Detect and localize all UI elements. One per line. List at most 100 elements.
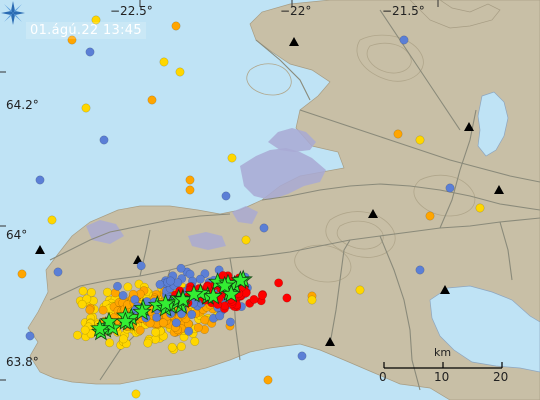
quake-dot[interactable] [171, 21, 181, 31]
lat-label-64: 64° [6, 228, 28, 242]
quake-star-icon[interactable] [184, 284, 204, 303]
contour-lines [246, 34, 476, 283]
quake-dot[interactable] [113, 281, 122, 291]
basemap [27, 0, 540, 400]
quake-dot[interactable] [118, 291, 128, 300]
quake-dot[interactable] [123, 282, 133, 292]
quake-dot[interactable] [135, 325, 145, 335]
quake-dot[interactable] [155, 280, 165, 289]
quake-dot[interactable] [475, 203, 485, 213]
quake-dot[interactable] [297, 351, 307, 361]
quake-dot[interactable] [77, 299, 87, 309]
quake-dot[interactable] [81, 103, 91, 113]
quake-dot[interactable] [78, 286, 88, 296]
quake-dot[interactable] [184, 326, 194, 336]
quake-dot[interactable] [249, 294, 259, 304]
vedur-logo-icon[interactable] [0, 0, 26, 26]
quake-dot[interactable] [257, 290, 267, 300]
quake-dot[interactable] [86, 288, 96, 297]
quake-dot[interactable] [118, 334, 128, 344]
quake-dot[interactable] [105, 338, 115, 348]
quake-dot[interactable] [91, 15, 101, 25]
quake-dot[interactable] [152, 312, 162, 322]
quake-dot[interactable] [171, 318, 181, 328]
quake-star-icon[interactable] [215, 275, 235, 295]
quake-dot[interactable] [282, 293, 292, 303]
scale-tick-0: 0 [379, 370, 387, 384]
quake-dot[interactable] [99, 135, 109, 145]
quake-dot[interactable] [47, 215, 57, 225]
quake-dot[interactable] [415, 265, 425, 275]
lava-field-5 [232, 206, 258, 224]
quake-dot[interactable] [227, 153, 237, 163]
quake-star-icon[interactable] [230, 270, 251, 289]
map-timestamp: 01.ágú.22 13:45 [26, 22, 146, 39]
quake-dot[interactable] [399, 35, 409, 45]
quake-dot[interactable] [151, 327, 161, 337]
quake-dot[interactable] [200, 315, 210, 325]
scale-tick-20: 20 [493, 370, 509, 384]
quake-dot[interactable] [80, 325, 90, 335]
quake-dot[interactable] [195, 274, 205, 284]
quake-dot[interactable] [67, 35, 77, 45]
scale-tick-10: 10 [434, 370, 450, 384]
lon-label-215: −21.5° [382, 4, 425, 18]
volcano-triangle-icon [368, 209, 378, 218]
quake-dot[interactable] [143, 338, 153, 348]
quake-dot[interactable] [102, 287, 112, 297]
quake-dot[interactable] [393, 129, 403, 139]
quake-dot[interactable] [175, 67, 185, 77]
quake-dot[interactable] [176, 342, 186, 352]
quake-dot[interactable] [263, 375, 273, 385]
quake-dot[interactable] [35, 175, 45, 185]
quake-dot[interactable] [185, 185, 195, 195]
quake-dot[interactable] [259, 223, 269, 233]
quake-dot[interactable] [25, 331, 35, 341]
quake-dot[interactable] [98, 305, 108, 315]
quake-dot[interactable] [167, 342, 177, 352]
quake-dot[interactable] [53, 267, 63, 277]
quake-dot[interactable] [159, 57, 169, 67]
quake-dot[interactable] [176, 263, 186, 273]
quake-star-icon[interactable] [203, 286, 223, 305]
quake-dot[interactable] [190, 337, 200, 346]
quake-dot[interactable] [307, 295, 317, 305]
quake-dot[interactable] [85, 305, 95, 315]
quake-dot[interactable] [241, 235, 251, 245]
quake-dot[interactable] [185, 175, 195, 185]
quake-dot[interactable] [221, 191, 231, 201]
quake-dot[interactable] [147, 95, 157, 105]
lava-field-1 [240, 148, 326, 200]
lake-thingvallavatn [477, 91, 509, 157]
quake-dot[interactable] [193, 323, 203, 333]
quake-star-icon[interactable] [221, 284, 241, 303]
quake-dot[interactable] [17, 269, 27, 279]
volcano-triangle-icon [35, 245, 45, 254]
quake-star-icon[interactable] [99, 311, 119, 330]
quake-dot[interactable] [225, 317, 235, 327]
quake-star-icon[interactable] [90, 318, 110, 337]
quake-star-icon[interactable] [115, 311, 135, 330]
quake-dot[interactable] [85, 47, 95, 57]
quake-dot[interactable] [136, 261, 146, 271]
volcano-triangle-icon [464, 122, 474, 131]
quake-dot[interactable] [73, 330, 82, 340]
quake-dot[interactable] [355, 285, 365, 295]
quake-dot[interactable] [274, 278, 284, 288]
quake-dot[interactable] [445, 183, 455, 193]
quake-star-icon[interactable] [173, 289, 193, 309]
quake-star-icon[interactable] [155, 293, 176, 312]
quake-dot[interactable] [187, 310, 197, 319]
quake-star-icon[interactable] [132, 301, 152, 321]
quake-dot[interactable] [158, 318, 168, 328]
volcano-triangle-icons [35, 37, 504, 346]
quake-dot[interactable] [131, 389, 141, 399]
quake-dot[interactable] [425, 211, 435, 221]
quake-dot[interactable] [166, 276, 175, 286]
volcano-triangle-icon [440, 285, 450, 294]
quake-dot[interactable] [415, 135, 425, 145]
quake-dot[interactable] [215, 311, 225, 321]
volcano-triangle-icon [494, 185, 504, 194]
lat-label-638: 63.8° [6, 355, 39, 369]
